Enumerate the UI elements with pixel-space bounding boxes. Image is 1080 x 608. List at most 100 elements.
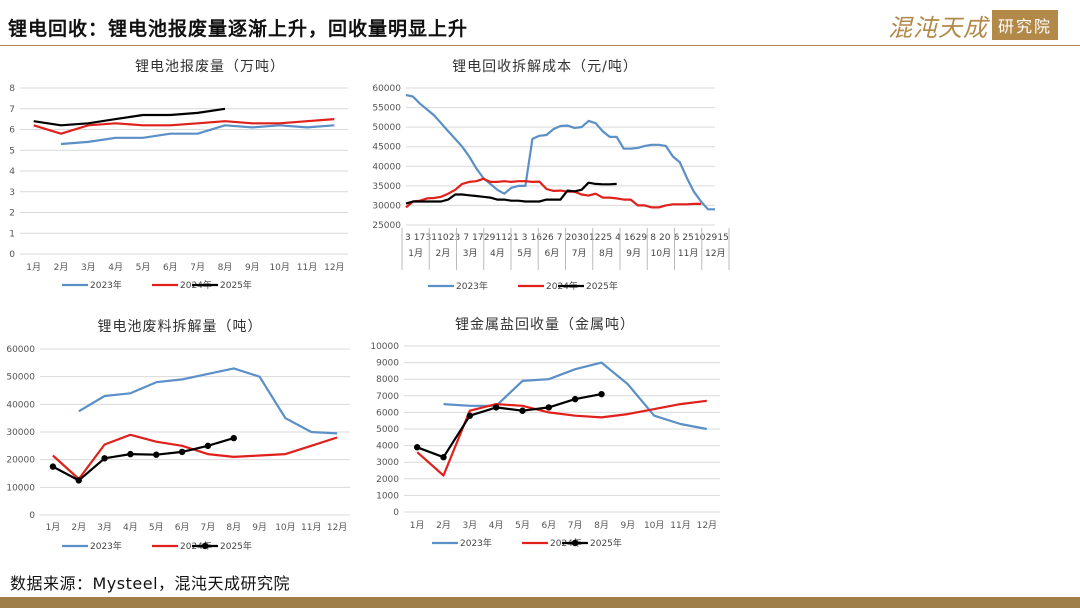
y-tick-label-30000: 30000 — [372, 201, 401, 211]
x-day-label-1: 3 — [405, 233, 411, 243]
y-tick-label-40000: 40000 — [372, 162, 401, 172]
data-point-2025-8 — [230, 434, 237, 442]
page-title: 锂电回收：锂电池报废量逐渐上升，回收量明显上升 — [8, 18, 469, 40]
y-tick-label-45000: 45000 — [372, 143, 401, 153]
chart-lithium-salt-recovery: 0 1000 2000 3000 4000 5000 6000 7000 8000 9000 100… — [370, 342, 720, 549]
x-day-label-4: 10 — [437, 233, 449, 243]
x-day-label-12: 16 — [531, 233, 543, 243]
x-month-label-2: 2月 — [436, 248, 451, 259]
x-month-label-5: 5月 — [517, 248, 532, 259]
data-point-2025-1 — [413, 444, 421, 451]
legend-label-2023: 2023年 — [460, 537, 492, 549]
x-tick-label-8: 8月 — [226, 522, 241, 533]
x-day-label-5: 23 — [449, 233, 460, 243]
y-tick-label-3000: 3000 — [376, 458, 399, 468]
x-tick-label-3: 3月 — [462, 520, 477, 531]
x-tick-label-2: 2月 — [436, 520, 451, 531]
x-tick-label-9: 9月 — [620, 520, 635, 531]
x-day-label-17: 12 — [589, 233, 600, 243]
series-line-2023 — [405, 93, 715, 211]
y-tick-label-35000: 35000 — [372, 182, 401, 192]
y-tick-label-60000: 60000 — [6, 345, 35, 355]
x-day-label-26: 10 — [694, 233, 706, 243]
y-tick-label-0: 0 — [393, 508, 399, 518]
data-point-2025-5 — [153, 451, 160, 458]
x-day-label-25: 25 — [682, 233, 693, 243]
chart-title-lithium-salt-recovery: 锂金属盐回收量（金属吨） — [455, 317, 635, 333]
header-divider — [0, 45, 1080, 46]
x-day-label-28: 15 — [717, 233, 728, 243]
x-tick-label-10: 10月 — [644, 520, 664, 531]
data-point-2025-6 — [178, 448, 186, 456]
x-month-label-7: 7月 — [572, 248, 587, 259]
x-month-label-6: 6月 — [545, 248, 560, 259]
data-point-2025-5 — [519, 407, 526, 414]
y-tick-label-10000: 10000 — [370, 342, 399, 352]
chart-title-dismantling-cost: 锂电回收拆解成本（元/吨） — [452, 59, 638, 75]
x-month-label-3: 3月 — [463, 248, 478, 259]
y-tick-label-50000: 50000 — [6, 373, 35, 383]
legend-label-2023: 2023年 — [90, 540, 122, 552]
data-point-2025-7 — [571, 395, 579, 403]
series-line-2024 — [33, 118, 335, 135]
y-tick-label-1: 1 — [9, 229, 15, 239]
x-tick-label-10: 10月 — [269, 262, 289, 273]
legend-label-2023: 2023年 — [456, 280, 488, 292]
data-point-2025-1 — [49, 463, 57, 470]
y-tick-label-4000: 4000 — [376, 442, 399, 452]
data-point-2025-7 — [204, 442, 212, 450]
y-tick-label-5000: 5000 — [376, 425, 399, 435]
company-logo: 混沌天成 研究院 — [888, 8, 1058, 42]
x-tick-label-5: 5月 — [515, 520, 530, 531]
legend-marker-2025 — [201, 542, 209, 550]
x-month-label-12: 12月 — [705, 248, 725, 259]
x-day-label-19: 4 — [615, 233, 621, 243]
x-tick-label-10: 10月 — [275, 522, 295, 533]
legend-label-2025: 2025年 — [590, 537, 622, 549]
x-day-label-21: 29 — [636, 233, 648, 243]
x-month-label-11: 11月 — [678, 248, 698, 259]
x-tick-label-12: 12月 — [697, 520, 717, 531]
x-day-label-16: 30 — [577, 233, 589, 243]
logo-box-text: 研究院 — [991, 10, 1058, 40]
series-line-2025 — [405, 181, 617, 205]
y-tick-label-2000: 2000 — [376, 475, 399, 485]
y-tick-label-30000: 30000 — [6, 428, 35, 438]
series-line-2023 — [78, 367, 338, 435]
data-point-2025-4 — [492, 404, 500, 411]
y-tick-label-0: 0 — [29, 511, 35, 521]
x-tick-label-12: 12月 — [327, 522, 347, 533]
x-day-label-10: 21 — [507, 233, 518, 243]
chart-waste-dismantling: 0 10000 20000 30000 40000 50000 60000 1月 2月 3月 4月 5… — [6, 345, 350, 552]
x-tick-label-5: 5月 — [136, 262, 151, 273]
chart-dismantling-cost: 25000 30000 35000 40000 45000 50000 55000 60000… — [372, 84, 730, 292]
x-day-label-24: 6 — [674, 233, 680, 243]
data-point-2025-3 — [101, 455, 108, 462]
x-day-label-27: 29 — [706, 233, 718, 243]
chart-title-scrap-volume: 锂电池报废量（万吨） — [135, 59, 285, 75]
series-line-2025 — [416, 393, 602, 459]
legend-label-2023: 2023年 — [90, 279, 122, 291]
y-tick-label-55000: 55000 — [372, 104, 401, 114]
series-line-2025 — [33, 107, 226, 127]
x-day-label-11: 3 — [522, 233, 528, 243]
x-month-label-10: 10月 — [651, 248, 671, 259]
data-point-2025-8 — [598, 390, 605, 398]
x-month-label-9: 9月 — [626, 248, 641, 259]
y-tick-label-7000: 7000 — [376, 392, 399, 402]
legend-label-2025: 2025年 — [220, 279, 252, 291]
y-tick-label-5: 5 — [9, 146, 15, 156]
data-point-2025-4 — [127, 450, 134, 458]
x-tick-label-8: 8月 — [594, 520, 609, 531]
x-tick-label-9: 9月 — [252, 522, 267, 533]
y-tick-label-3: 3 — [9, 188, 15, 198]
x-tick-label-6: 6月 — [541, 520, 556, 531]
x-day-label-9: 11 — [496, 233, 507, 243]
y-tick-label-0: 0 — [9, 250, 15, 260]
x-tick-label-7: 7月 — [568, 520, 583, 531]
y-tick-label-25000: 25000 — [372, 221, 401, 231]
x-tick-label-7: 7月 — [190, 262, 205, 273]
y-tick-label-7: 7 — [9, 105, 15, 115]
x-month-label-8: 8月 — [599, 248, 614, 259]
series-line-2025 — [52, 437, 235, 482]
